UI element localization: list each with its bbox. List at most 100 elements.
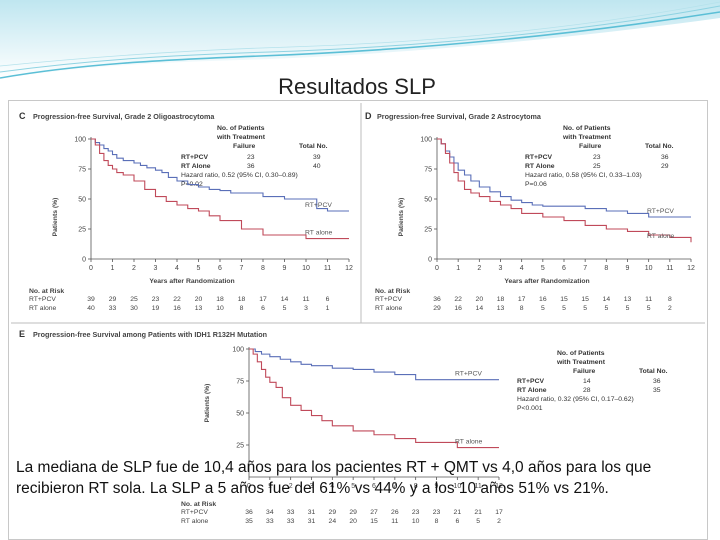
panel-d-row1-total: 36 bbox=[661, 154, 669, 161]
panel-e-series-rt-pcv-line bbox=[249, 348, 499, 381]
panel-d-risk-value: 2 bbox=[668, 305, 672, 312]
panel-d: D Progression-free Survival, Grade 2 Ast… bbox=[365, 111, 695, 312]
panel-e-x-tick-label: 2 bbox=[289, 483, 293, 490]
panel-d-risk-value: 13 bbox=[497, 305, 505, 312]
panel-e-x-tick-label: 7 bbox=[393, 483, 397, 490]
panel-d-y-tick-label: 0 bbox=[428, 257, 432, 264]
panel-d-risk-value: 11 bbox=[645, 296, 652, 303]
panel-e-x-tick-label: 0 bbox=[247, 483, 251, 490]
panel-c-risk-value: 20 bbox=[195, 296, 203, 303]
panel-e-x-tick-label: 12 bbox=[495, 483, 503, 490]
panel-d-risk-value: 18 bbox=[497, 296, 505, 303]
panel-d-table-header-4: Total No. bbox=[645, 143, 674, 150]
panel-d-xlabel: Years after Randomization bbox=[504, 278, 589, 285]
panel-c-row1-failure: 23 bbox=[247, 154, 255, 161]
panel-c-risk-value: 30 bbox=[130, 305, 138, 312]
panel-d-risk-value: 15 bbox=[581, 296, 589, 303]
panel-d-risk-value: 8 bbox=[520, 305, 524, 312]
panel-c-risk-value: 17 bbox=[259, 296, 267, 303]
panel-e-risk-value: 5 bbox=[476, 518, 480, 525]
panel-d-risk-value: 22 bbox=[454, 296, 462, 303]
panel-e-table-header-3: Failure bbox=[573, 368, 596, 375]
panel-c-risk-value: 1 bbox=[326, 305, 330, 312]
panel-c-row2-label: RT Alone bbox=[181, 163, 211, 170]
panel-d-x-tick-label: 10 bbox=[645, 265, 653, 272]
panel-e-table-header-2: with Treatment bbox=[556, 359, 606, 366]
panel-d-table-header-2: with Treatment bbox=[562, 134, 612, 141]
panel-e-risk-row-label: RT+PCV bbox=[181, 509, 208, 516]
panel-e-x-tick-label: 11 bbox=[475, 483, 482, 490]
panel-c-row2-total: 40 bbox=[313, 163, 321, 170]
panel-e-risk-value: 35 bbox=[245, 518, 253, 525]
panel-d-ylabel: Patients (%) bbox=[398, 198, 405, 237]
panel-c-x-tick-label: 7 bbox=[240, 265, 244, 272]
panel-e-risk-value: 33 bbox=[287, 518, 295, 525]
panel-c-y-tick-label: 100 bbox=[74, 137, 86, 144]
panel-d-risk-table: RT+PCV 36 22 20 18 17 16 15 15 14 13 11 8 RT alone 29 1… bbox=[375, 296, 672, 312]
panel-e-risk-value: 29 bbox=[329, 509, 337, 516]
panel-d-x-tick-label: 8 bbox=[604, 265, 608, 272]
panel-c-xlabel: Years after Randomization bbox=[149, 278, 234, 285]
panel-e-risk-value: 33 bbox=[287, 509, 295, 516]
panel-e-risk-value: 21 bbox=[474, 509, 482, 516]
panel-c-table-header-4: Total No. bbox=[299, 143, 328, 150]
panel-d-hazard-text: Hazard ratio, 0.58 (95% CI, 0.33–1.03) bbox=[525, 172, 642, 179]
panel-e-x-tick-label: 10 bbox=[453, 483, 461, 490]
panel-d-x-tick-label: 3 bbox=[499, 265, 503, 272]
panel-d-risk-value: 36 bbox=[433, 296, 441, 303]
panel-e-risk-value: 31 bbox=[308, 518, 316, 525]
panel-c-hazard-text: Hazard ratio, 0.52 (95% CI, 0.30–0.89) bbox=[181, 172, 298, 179]
panel-e-row2-failure: 28 bbox=[583, 387, 591, 394]
panel-d-risk-value: 5 bbox=[604, 305, 608, 312]
panel-c-legend-table: No. of Patients with Treatment Failure T… bbox=[181, 125, 328, 188]
slide-caption: La mediana de SLP fue de 10,4 años para … bbox=[16, 459, 652, 497]
panel-c-x-tick-label: 9 bbox=[283, 265, 287, 272]
panel-e-risk-value: 21 bbox=[454, 509, 462, 516]
panel-d-risk-value: 17 bbox=[518, 296, 526, 303]
panel-e-risk-row-label: RT alone bbox=[181, 518, 209, 525]
panel-e-y-tick-label: 75 bbox=[236, 379, 244, 386]
panel-c-table-header-3: Failure bbox=[233, 143, 256, 150]
panel-e-legend-table: No. of Patients with Treatment Failure T… bbox=[517, 350, 668, 412]
panel-c-ylabel: Patients (%) bbox=[52, 198, 59, 237]
panel-c-risk-value: 39 bbox=[87, 296, 95, 303]
panel-c-letter: C bbox=[19, 111, 26, 121]
panel-d-table-header-3: Failure bbox=[579, 143, 602, 150]
panel-e: E Progression-free Survival among Patien… bbox=[19, 329, 668, 525]
panel-e-risk-title: No. at Risk bbox=[181, 501, 216, 508]
panel-e-risk-value: 20 bbox=[349, 518, 357, 525]
panel-c-x-tick-label: 5 bbox=[197, 265, 201, 272]
panel-e-x-tick-label: 3 bbox=[310, 483, 314, 490]
panel-c-risk-table: RT+PCV 39 29 25 23 22 20 18 18 17 14 11 6RT alone 40 3… bbox=[29, 296, 330, 312]
panel-e-table-header-1: No. of Patients bbox=[557, 350, 605, 357]
panel-c-risk-value: 22 bbox=[173, 296, 181, 303]
panel-c-title: Progression-free Survival, Grade 2 Oligo… bbox=[33, 112, 215, 121]
panel-d-x-tick-label: 6 bbox=[562, 265, 566, 272]
kaplan-meier-figure: C Progression-free Survival, Grade 2 Oli… bbox=[8, 100, 708, 540]
panel-e-series-label: RT+PCV bbox=[455, 371, 482, 378]
panel-d-x-tick-label: 7 bbox=[583, 265, 587, 272]
panel-e-risk-value: 34 bbox=[266, 509, 274, 516]
panel-c-risk-value: 3 bbox=[304, 305, 308, 312]
panel-d-y-tick-label: 25 bbox=[424, 227, 432, 234]
panel-d-x-tick-label: 4 bbox=[520, 265, 524, 272]
panel-d-row2-failure: 25 bbox=[593, 163, 601, 170]
panel-c-x-tick-label: 8 bbox=[261, 265, 265, 272]
panel-d-legend-table: No. of Patients with Treatment Failure T… bbox=[525, 125, 674, 188]
panel-e-risk-value: 33 bbox=[266, 518, 274, 525]
panel-c-y-tick-label: 75 bbox=[78, 167, 86, 174]
panel-d-x-tick-label: 1 bbox=[456, 265, 460, 272]
panel-c-risk-value: 18 bbox=[238, 296, 246, 303]
panel-e-risk-value: 29 bbox=[349, 509, 357, 516]
panel-d-risk-value: 5 bbox=[541, 305, 545, 312]
panel-e-risk-value: 11 bbox=[391, 518, 398, 525]
panel-e-row1-total: 36 bbox=[653, 378, 661, 385]
panel-e-risk-value: 26 bbox=[391, 509, 399, 516]
panel-d-x-tick-label: 11 bbox=[666, 265, 673, 272]
panel-c-risk-row-label: RT+PCV bbox=[29, 296, 56, 303]
panel-d-p-text: P=0.06 bbox=[525, 181, 547, 188]
